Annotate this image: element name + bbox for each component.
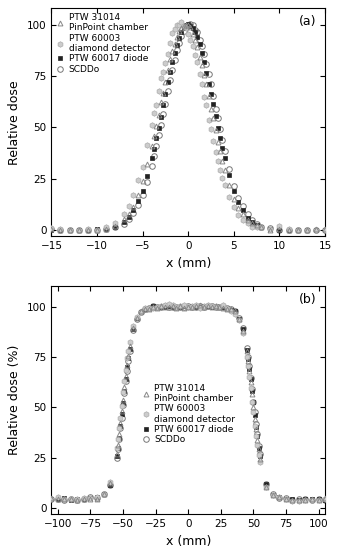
Legend: PTW 31014
PinPoint chamber, PTW 60003
diamond detector, PTW 60017 diode, SCDDo: PTW 31014 PinPoint chamber, PTW 60003 di… xyxy=(140,382,237,446)
Text: (a): (a) xyxy=(299,15,317,28)
X-axis label: x (mm): x (mm) xyxy=(166,257,211,270)
Y-axis label: Relative dose: Relative dose xyxy=(8,80,21,165)
Text: (b): (b) xyxy=(299,293,317,306)
Y-axis label: Relative dose (%): Relative dose (%) xyxy=(8,345,21,455)
Legend: PTW 31014
PinPoint chamber, PTW 60003
diamond detector, PTW 60017 diode, SCDDo: PTW 31014 PinPoint chamber, PTW 60003 di… xyxy=(54,11,151,76)
X-axis label: x (mm): x (mm) xyxy=(166,535,211,548)
